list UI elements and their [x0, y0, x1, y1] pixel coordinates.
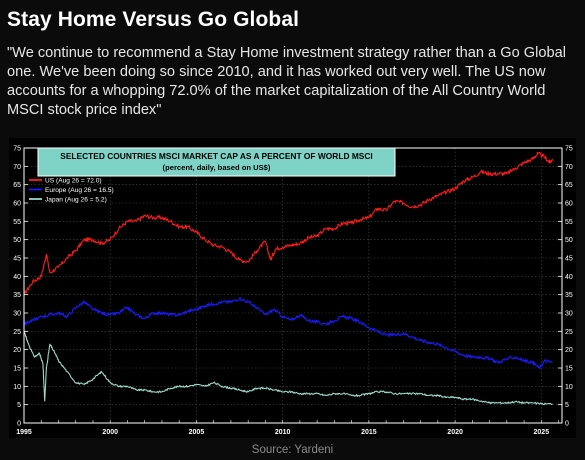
- series-lines: [23, 151, 553, 406]
- x-tick-label: 2000: [102, 429, 118, 436]
- y-tick-label-left: 65: [13, 182, 21, 189]
- y-tick-label-right: 55: [565, 219, 573, 226]
- y-tick-label-right: 35: [565, 292, 573, 299]
- y-tick-label-right: 30: [565, 311, 573, 318]
- series-line-japan: [23, 331, 553, 406]
- chart-background: [9, 138, 576, 438]
- x-tick-label: 2015: [361, 429, 377, 436]
- legend-label: Japan (Aug 26 = 5.2): [45, 197, 107, 204]
- y-tick-label-left: 5: [17, 402, 21, 409]
- chart-container: 0 0 5 5 10 10 15 15 20 20 25 25 30 30 35 35 40 40 45 45 50 50…: [9, 138, 576, 438]
- legend-label: US (Aug 26 = 72.0): [45, 178, 102, 185]
- y-tick-label-right: 25: [565, 329, 573, 336]
- page-title: Stay Home Versus Go Global: [7, 8, 300, 31]
- y-tick-label-right: 65: [565, 182, 573, 189]
- y-tick-label-right: 5: [565, 402, 569, 409]
- y-tick-label-left: 25: [13, 329, 21, 336]
- y-tick-label-left: 10: [13, 384, 21, 391]
- y-tick-label-right: 50: [565, 237, 573, 244]
- y-tick-label-right: 0: [565, 421, 569, 428]
- y-tick-label-left: 55: [13, 219, 21, 226]
- chart-title-box: SELECTED COUNTRIES MSCI MARKET CAP AS A …: [37, 147, 396, 177]
- series-line-us: [23, 151, 553, 295]
- y-tick-label-left: 35: [13, 292, 21, 299]
- legend: US (Aug 26 = 72.0) Europe (Aug 26 = 16.5)…: [29, 178, 114, 204]
- quote-text: "We continue to recommend a Stay Home in…: [7, 45, 566, 118]
- y-tick-label-left: 70: [13, 164, 21, 171]
- x-tick-label: 2010: [275, 429, 291, 436]
- y-tick-label-left: 75: [13, 146, 21, 153]
- x-tick-label: 2020: [447, 429, 463, 436]
- source-caption: Source: Yardeni: [251, 444, 334, 456]
- y-tick-label-left: 20: [13, 347, 21, 354]
- x-tick-label: 1995: [16, 429, 32, 436]
- x-tick-label: 2005: [189, 429, 205, 436]
- y-tick-label-right: 75: [565, 146, 573, 153]
- y-tick-label-left: 30: [13, 311, 21, 318]
- y-tick-label-left: 0: [17, 421, 21, 428]
- title-box-background: [37, 147, 396, 177]
- y-tick-label-right: 15: [565, 366, 573, 373]
- chart-subtitle: (percent, daily, based on US$): [163, 163, 271, 172]
- y-tick-label-right: 70: [565, 164, 573, 171]
- y-tick-label-left: 40: [13, 274, 21, 281]
- y-tick-label-right: 40: [565, 274, 573, 281]
- y-tick-label-left: 45: [13, 256, 21, 263]
- y-tick-label-right: 10: [565, 384, 573, 391]
- y-tick-label-right: 60: [565, 201, 573, 208]
- legend-label: Europe (Aug 26 = 16.5): [45, 187, 114, 194]
- y-tick-label-right: 20: [565, 347, 573, 354]
- y-tick-label-left: 60: [13, 201, 21, 208]
- y-tick-label-right: 45: [565, 256, 573, 263]
- y-tick-label-left: 15: [13, 366, 21, 373]
- y-tick-label-left: 50: [13, 237, 21, 244]
- x-tick-label: 2025: [534, 429, 550, 436]
- chart-title: SELECTED COUNTRIES MSCI MARKET CAP AS A …: [60, 151, 373, 161]
- series-line-europe: [23, 296, 553, 370]
